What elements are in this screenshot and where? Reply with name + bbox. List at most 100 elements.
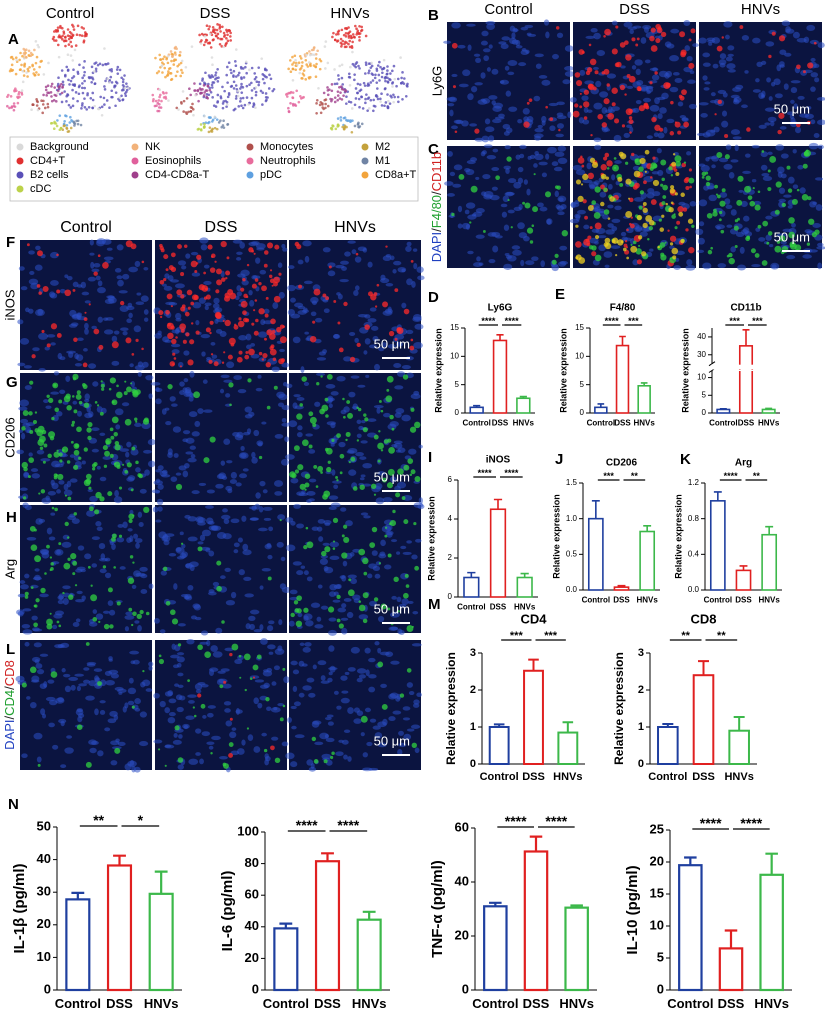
y-tick-label: 0 [44, 981, 51, 996]
nucleus [623, 21, 633, 28]
nucleus [607, 106, 613, 113]
tsne-dot [375, 95, 379, 98]
nucleus [677, 101, 684, 107]
tsne-dot [250, 96, 254, 100]
tsne-dot [312, 64, 316, 67]
stain [615, 25, 619, 29]
stain [707, 249, 713, 255]
tsne-dot [169, 72, 172, 75]
panel-label: G [6, 374, 18, 391]
stain [21, 461, 28, 469]
tsne-dot [13, 105, 17, 108]
nucleus [698, 221, 705, 227]
tsne-dot [160, 64, 164, 67]
tsne-dot [312, 53, 316, 57]
nucleus [40, 708, 46, 716]
nucleus [237, 537, 243, 543]
column-header: DSS [619, 1, 650, 18]
nucleus [219, 388, 225, 394]
stain [654, 124, 661, 131]
stain [761, 150, 765, 153]
stain [94, 509, 100, 515]
nucleus [225, 720, 233, 727]
tsne-dot [367, 62, 371, 65]
nucleus [64, 685, 72, 693]
nucleus [20, 584, 29, 590]
tsne-dot [70, 45, 74, 48]
stain [342, 397, 345, 401]
tsne-dot [50, 95, 53, 98]
nucleus [194, 683, 203, 691]
error-bar [643, 525, 652, 532]
nucleus [81, 595, 86, 601]
micrograph-bg [447, 146, 570, 268]
tsne-dot [318, 58, 322, 61]
nucleus [341, 266, 347, 271]
tsne-dot [356, 123, 360, 126]
stain [85, 479, 88, 482]
tsne-dot [164, 75, 167, 79]
tsne-dot [158, 95, 161, 99]
nucleus [555, 133, 564, 138]
stain [362, 592, 369, 599]
nucleus [469, 123, 478, 127]
tsne-dot [210, 83, 214, 87]
nucleus [225, 600, 236, 606]
tsne-dot [261, 103, 264, 106]
tsne-dot [155, 104, 158, 108]
nucleus [372, 335, 379, 342]
nucleus [533, 163, 538, 168]
nucleus [161, 408, 167, 415]
tsne-dot [221, 25, 224, 29]
stain [82, 384, 88, 390]
nucleus [400, 545, 407, 550]
nucleus [115, 738, 120, 743]
tsne-dot [24, 55, 28, 59]
nucleus [410, 393, 421, 400]
tsne-dot [344, 40, 347, 44]
panel-label: B [428, 7, 439, 24]
tsne-dot [56, 91, 60, 95]
tsne-dot [218, 23, 221, 27]
stain [625, 161, 629, 165]
chart-title: F4/80 [610, 303, 636, 314]
nucleus [304, 642, 312, 647]
tsne-dot [11, 68, 15, 72]
stain [367, 291, 373, 297]
nucleus [259, 624, 264, 631]
nucleus [416, 692, 422, 698]
tsne-dot [67, 103, 71, 107]
stain [70, 553, 77, 560]
nucleus [91, 325, 97, 330]
tsne-dot [354, 62, 358, 66]
tsne-dot [321, 106, 324, 109]
tsne-dot [12, 108, 16, 112]
nucleus [483, 144, 493, 149]
nucleus [598, 244, 606, 252]
nucleus [813, 133, 820, 138]
micrograph [16, 371, 156, 504]
nucleus [503, 263, 513, 270]
nucleus [458, 83, 469, 88]
tsne-dot [155, 71, 159, 75]
nucleus [527, 33, 537, 37]
nucleus [466, 159, 476, 165]
tsne-dot [189, 93, 192, 97]
legend-label: M1 [375, 155, 390, 167]
nucleus [179, 531, 184, 536]
scale-bar-label: 50 μm [774, 101, 810, 116]
stain [671, 161, 677, 167]
column-header: HNVs [334, 219, 376, 236]
micrograph [287, 240, 425, 374]
nucleus [76, 337, 84, 342]
nucleus [501, 211, 508, 218]
nucleus [596, 208, 606, 214]
micrograph [17, 238, 152, 372]
tsne-dot [339, 119, 343, 122]
nucleus [95, 613, 104, 620]
chart-title: CD4 [520, 611, 547, 626]
bar [483, 905, 508, 992]
tsne-dot [62, 32, 66, 35]
nucleus [47, 490, 57, 496]
tsne-dot [61, 128, 65, 132]
